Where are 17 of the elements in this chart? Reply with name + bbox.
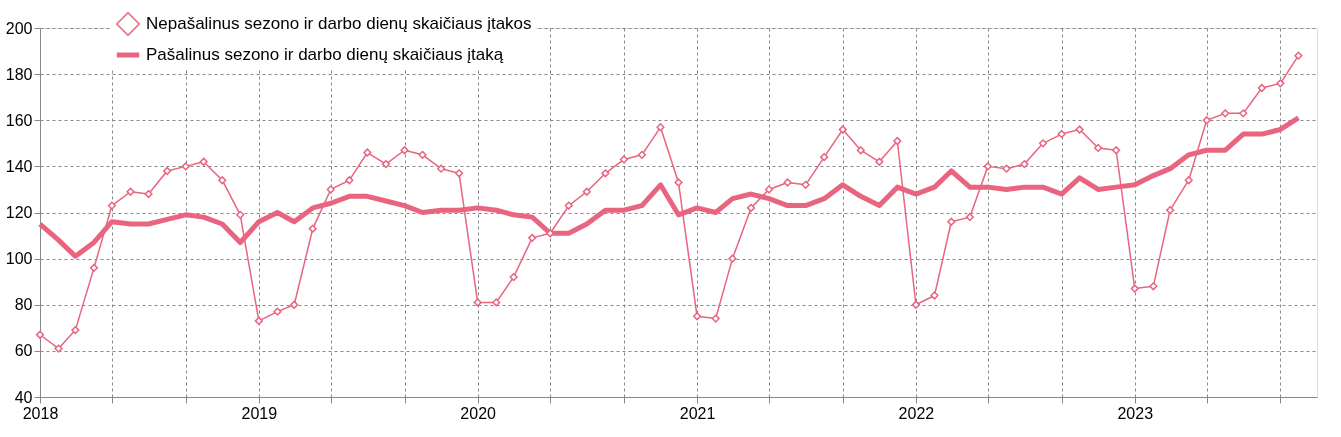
x-tick-label: 2019: [241, 404, 278, 422]
y-tick-label: 80: [14, 296, 33, 314]
x-tick-label: 2021: [679, 404, 716, 422]
y-tick-label: 60: [14, 342, 33, 360]
y-tick-label: 140: [5, 157, 33, 175]
y-tick-label: 120: [5, 204, 33, 221]
legend-label: Pašalinus sezono ir darbo dienų skaičiaus įtaką: [146, 45, 504, 64]
y-tick-label: 100: [5, 250, 33, 268]
legend-label: Nepašalinus sezono ir darbo dienų skaičiaus įtakos: [146, 14, 532, 33]
y-tick-label: 160: [5, 111, 33, 129]
y-tick-label: 180: [5, 65, 33, 83]
x-tick-label: 2020: [460, 404, 497, 422]
x-tick-label: 2023: [1117, 404, 1154, 422]
y-tick-label: 40: [14, 388, 33, 406]
x-tick-label: 2018: [22, 404, 59, 422]
x-tick-label: 2022: [898, 404, 935, 422]
y-tick-label: 200: [5, 19, 33, 37]
